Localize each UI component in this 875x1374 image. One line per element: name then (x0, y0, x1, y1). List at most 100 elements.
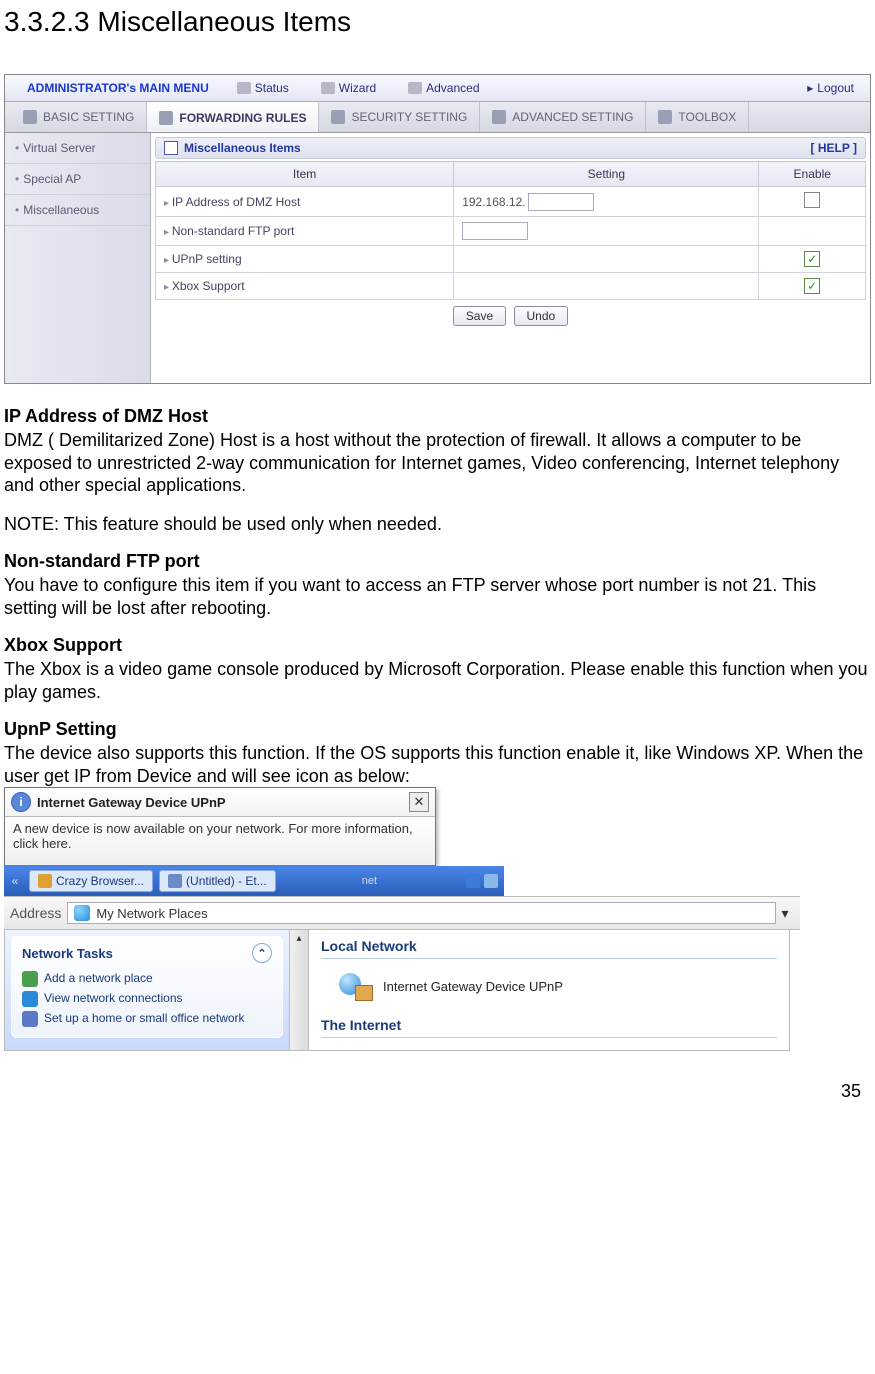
scrollbar[interactable]: ▴ (289, 930, 309, 1050)
router-admin-screenshot: ADMINISTRATOR's MAIN MENU Status Wizard … (4, 74, 871, 384)
row-enable-cell: ✓ (759, 246, 866, 273)
table-row: IP Address of DMZ Host 192.168.12. (156, 187, 866, 217)
dmz-host-input[interactable] (528, 193, 594, 211)
top-link-label: Advanced (426, 81, 479, 95)
address-dropdown-icon[interactable]: ▾ (776, 905, 794, 922)
app-icon (38, 874, 52, 888)
tab-label: FORWARDING RULES (179, 111, 306, 125)
dmz-enable-checkbox[interactable] (804, 192, 820, 208)
top-link-label: Status (255, 81, 289, 95)
tasks-pane-header: Network Tasks ⌃ (22, 943, 272, 963)
upnp-enable-checkbox[interactable]: ✓ (804, 251, 820, 267)
task-label: Add a network place (44, 971, 153, 985)
security-icon (331, 110, 345, 124)
group-local-network: Local Network (321, 936, 777, 959)
sidebar-item-miscellaneous[interactable]: Miscellaneous (5, 195, 150, 226)
section-heading: 3.3.2.3 Miscellaneous Items (4, 6, 871, 38)
setup-network-icon (22, 1011, 38, 1027)
tab-label: ADVANCED SETTING (512, 110, 633, 124)
tooltip-title: Internet Gateway Device UPnP (37, 795, 226, 810)
wizard-icon (321, 82, 335, 94)
top-link-status[interactable]: Status (221, 81, 305, 95)
scroll-up-icon[interactable]: ▴ (291, 930, 307, 946)
row-item-label: Non-standard FTP port (156, 217, 454, 246)
taskbar-label: Crazy Browser... (56, 874, 144, 888)
taskbar-item[interactable]: Crazy Browser... (29, 870, 153, 892)
body-paragraph: The Xbox is a video game console produce… (4, 658, 871, 703)
tab-toolbox[interactable]: TOOLBOX (646, 102, 749, 132)
top-link-advanced[interactable]: Advanced (392, 81, 495, 95)
topbar-title: ADMINISTRATOR's MAIN MENU (5, 81, 221, 95)
row-item-label: UPnP setting (156, 246, 454, 273)
tab-forwarding-rules[interactable]: FORWARDING RULES (147, 102, 319, 132)
tooltip-body: A new device is now available on your ne… (5, 817, 435, 865)
explorer-left-pane: Network Tasks ⌃ Add a network place View… (5, 930, 289, 1050)
system-tray (460, 874, 504, 888)
taskbar-chevron-icon[interactable]: « (4, 870, 26, 892)
main-panel: Miscellaneous Items [ HELP ] Item Settin… (151, 133, 870, 383)
app-icon (168, 874, 182, 888)
body-paragraph: NOTE: This feature should be used only w… (4, 513, 871, 536)
panel-icon (164, 141, 178, 155)
tooltip-close-button[interactable]: ✕ (409, 792, 429, 812)
ftp-port-input[interactable] (462, 222, 528, 240)
status-icon (237, 82, 251, 94)
top-link-logout[interactable]: ▸ Logout (791, 81, 870, 95)
panel-title: Miscellaneous Items (184, 141, 301, 155)
task-setup-network[interactable]: Set up a home or small office network (22, 1009, 272, 1029)
group-the-internet: The Internet (321, 1015, 777, 1038)
windows-taskbar: « Crazy Browser... (Untitled) - Et... ne… (4, 866, 504, 896)
row-item-label: IP Address of DMZ Host (156, 187, 454, 217)
explorer-item-gateway[interactable]: Internet Gateway Device UPnP (321, 965, 777, 1015)
body-heading: UpnP Setting (4, 719, 871, 740)
address-field[interactable]: My Network Places (67, 902, 776, 924)
adv-icon (492, 110, 506, 124)
gateway-device-icon (339, 971, 373, 1001)
tray-icon[interactable] (484, 874, 498, 888)
page-number: 35 (4, 1051, 871, 1106)
task-label: Set up a home or small office network (44, 1011, 245, 1025)
help-link[interactable]: [ HELP ] (811, 141, 857, 155)
body-heading: Xbox Support (4, 635, 871, 656)
info-icon: i (11, 792, 31, 812)
toolbox-icon (658, 110, 672, 124)
row-setting-cell (454, 246, 759, 273)
row-setting-cell: 192.168.12. (454, 187, 759, 217)
task-view-connections[interactable]: View network connections (22, 989, 272, 1009)
row-setting-cell (454, 217, 759, 246)
save-button[interactable]: Save (453, 306, 506, 326)
panel-header: Miscellaneous Items [ HELP ] (155, 137, 866, 159)
sidebar-item-virtual-server[interactable]: Virtual Server (5, 133, 150, 164)
tray-network-icon[interactable] (466, 874, 480, 888)
undo-button[interactable]: Undo (514, 306, 569, 326)
button-row: Save Undo (155, 300, 866, 330)
collapse-icon[interactable]: ⌃ (252, 943, 272, 963)
network-places-icon (74, 905, 90, 921)
tab-security-setting[interactable]: SECURITY SETTING (319, 102, 480, 132)
explorer-address-bar: Address My Network Places ▾ (4, 896, 800, 930)
top-link-label: Wizard (339, 81, 376, 95)
sidebar-item-special-ap[interactable]: Special AP (5, 164, 150, 195)
row-enable-cell: ✓ (759, 273, 866, 300)
taskbar-item[interactable]: (Untitled) - Et... (159, 870, 276, 892)
item-label: Internet Gateway Device UPnP (383, 979, 563, 994)
network-tasks-pane: Network Tasks ⌃ Add a network place View… (11, 936, 283, 1038)
task-add-network-place[interactable]: Add a network place (22, 969, 272, 989)
col-setting: Setting (454, 162, 759, 187)
explorer-content: Local Network Internet Gateway Device UP… (309, 930, 789, 1050)
tab-advanced-setting[interactable]: ADVANCED SETTING (480, 102, 646, 132)
settings-table: Item Setting Enable IP Address of DMZ Ho… (155, 161, 866, 300)
tab-basic-setting[interactable]: BASIC SETTING (11, 102, 147, 132)
tab-label: BASIC SETTING (43, 110, 134, 124)
tab-label: TOOLBOX (678, 110, 736, 124)
body-paragraph: You have to configure this item if you w… (4, 574, 871, 619)
top-link-wizard[interactable]: Wizard (305, 81, 392, 95)
tab-bar: BASIC SETTING FORWARDING RULES SECURITY … (5, 102, 870, 133)
row-item-label: Xbox Support (156, 273, 454, 300)
row-enable-cell (759, 187, 866, 217)
row-setting-cell (454, 273, 759, 300)
table-row: Non-standard FTP port (156, 217, 866, 246)
tooltip-header: i Internet Gateway Device UPnP ✕ (5, 788, 435, 817)
table-row: UPnP setting ✓ (156, 246, 866, 273)
xbox-enable-checkbox[interactable]: ✓ (804, 278, 820, 294)
